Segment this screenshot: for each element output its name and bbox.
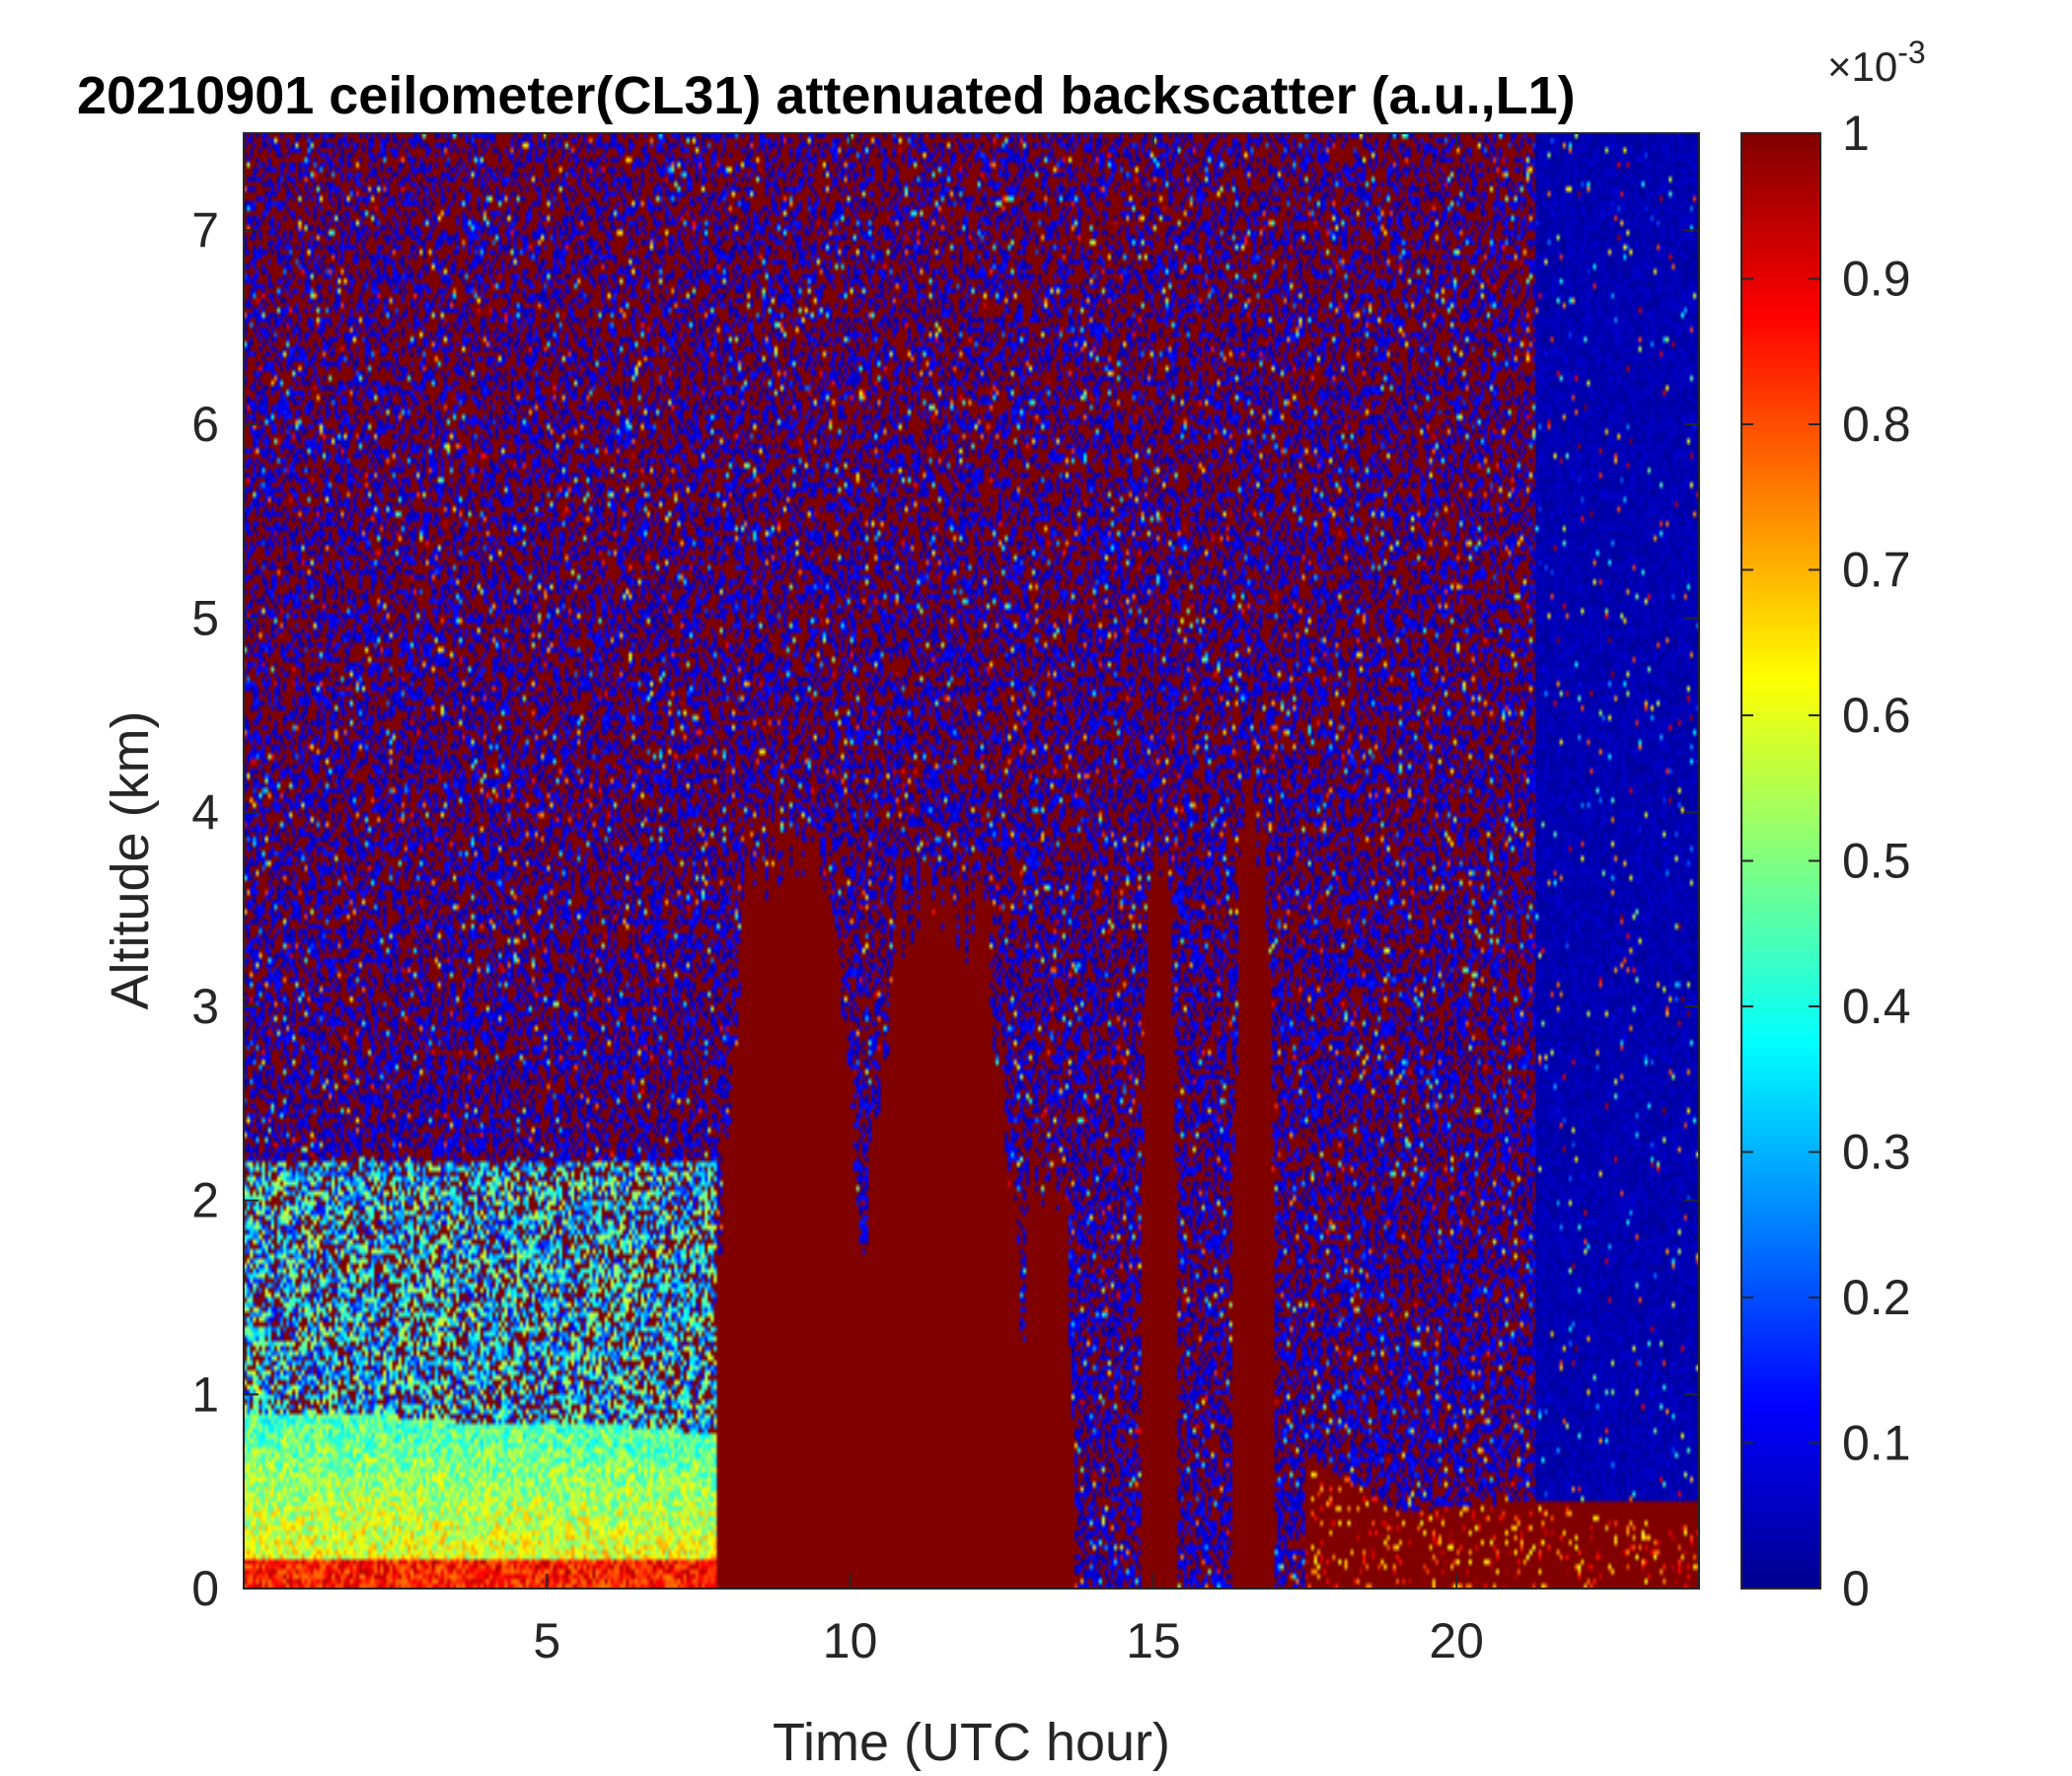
colorbar-exponent-base: ×10: [1827, 43, 1897, 90]
colorbar-tick-label: 0: [1842, 1561, 1870, 1616]
y-tick-label: 4: [191, 784, 219, 840]
colorbar-exponent-power: -3: [1897, 35, 1925, 70]
colorbar-tick-label: 0.6: [1842, 688, 1911, 743]
heatmap: [244, 133, 1699, 1589]
colorbar-tick-label: 0.8: [1842, 397, 1911, 452]
x-tick-label: 15: [1126, 1613, 1181, 1668]
colorbar-tick-label: 0.4: [1842, 979, 1911, 1034]
colorbar-gradient: [1741, 133, 1820, 1589]
y-tick-label: 3: [191, 979, 219, 1034]
x-tick-label: 20: [1429, 1613, 1484, 1668]
colorbar-tick-label: 1: [1842, 106, 1870, 161]
colorbar-tick-label: 0.1: [1842, 1416, 1911, 1471]
heatmap-image: [244, 133, 1699, 1589]
y-tick-label: 2: [191, 1173, 219, 1228]
colorbar-tick-label: 0.9: [1842, 252, 1911, 307]
x-tick-label: 5: [533, 1613, 560, 1668]
y-tick-label: 6: [191, 397, 219, 452]
y-ticks: 0 1 2 3 4 5 6 7: [191, 202, 1699, 1616]
colorbar: 0 0.1 0.2 0.3 0.4 0.5 0.6 0.7 0.8 0.9 1 ×10-3: [1740, 35, 1926, 1616]
colorbar-ticks: 0 0.1 0.2 0.3 0.4 0.5 0.6 0.7 0.8 0.9 1: [1741, 106, 1911, 1616]
y-tick-label: 0: [191, 1561, 219, 1616]
y-tick-label: 5: [191, 591, 219, 646]
x-ticks: 5 10 15 20: [533, 133, 1484, 1668]
plot-axes: [243, 132, 1700, 1590]
colorbar-tick-label: 0.7: [1842, 543, 1911, 598]
plot-frame: [243, 132, 1700, 1590]
colorbar-tick-label: 0.2: [1842, 1270, 1911, 1325]
y-tick-label: 1: [191, 1367, 219, 1422]
y-tick-label: 7: [191, 202, 219, 258]
colorbar-tick-label: 0.5: [1842, 834, 1911, 889]
x-tick-label: 10: [823, 1613, 878, 1668]
colorbar-tick-label: 0.3: [1842, 1125, 1911, 1180]
y-axis-label: Altitude (km): [101, 710, 160, 1009]
chart-title: 20210901 ceilometer(CL31) attenuated bac…: [77, 66, 1576, 125]
colorbar-exponent-label: ×10-3: [1827, 35, 1926, 90]
x-axis-label: Time (UTC hour): [773, 1713, 1170, 1772]
